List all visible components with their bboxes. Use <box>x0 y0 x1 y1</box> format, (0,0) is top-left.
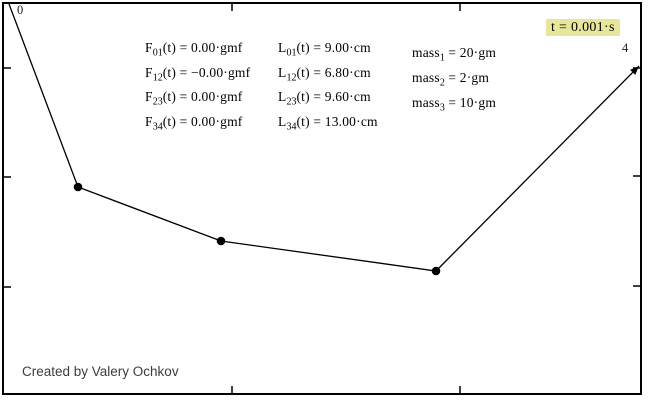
masses-column: mass1 = 20·gm mass2 = 2·gm mass3 = 10·gm <box>412 45 496 120</box>
equation-base: L <box>278 114 287 130</box>
equation-base: F <box>145 64 153 80</box>
length-equation-row[interactable]: L01(t) = 9.00·cm <box>278 40 378 65</box>
plot-node-label: 0 <box>17 3 23 17</box>
force-equation-row[interactable]: F01(t) = 0.00·gmf <box>145 40 250 65</box>
lengths-column: L01(t) = 9.00·cm L12(t) = 6.80·cm L23(t)… <box>278 40 378 139</box>
mass-point-marker <box>431 266 441 276</box>
equation-subscript: 23 <box>286 96 297 108</box>
length-equation-row[interactable]: L23(t) = 9.60·cm <box>278 89 378 114</box>
mass-definition-row[interactable]: mass3 = 10·gm <box>412 95 496 120</box>
credit-text-label: Created by Valery Ochkov <box>22 364 179 379</box>
equation-subscript: 01 <box>152 47 163 59</box>
equation-base: L <box>278 64 287 80</box>
time-readout-text: t = 0.001·s <box>551 20 615 35</box>
equation-subscript: 34 <box>152 121 163 133</box>
equation-base: L <box>278 40 287 55</box>
length-equation-row[interactable]: L12(t) = 6.80·cm <box>278 65 378 90</box>
equation-base: F <box>145 40 153 55</box>
chain-end-arrowhead <box>630 66 639 75</box>
equation-value: (t) = 0.00·gmf <box>162 40 243 55</box>
equation-base: F <box>145 114 153 130</box>
force-equation-row[interactable]: F23(t) = 0.00·gmf <box>145 89 250 114</box>
equation-value: (t) = 9.00·cm <box>296 40 371 55</box>
equation-value: (t) = 9.60·cm <box>296 89 371 105</box>
force-equation-row[interactable]: F34(t) = 0.00·gmf <box>145 114 250 139</box>
equation-base: mass <box>412 70 440 85</box>
plot-border <box>2 2 642 395</box>
equation-base: F <box>145 89 153 105</box>
equation-value: (t) = 6.80·cm <box>296 64 371 80</box>
equation-value: (t) = 13.00·cm <box>296 114 378 130</box>
plot-node-label: 4 <box>622 41 629 55</box>
credit-text[interactable]: Created by Valery Ochkov <box>22 364 179 379</box>
equation-subscript: 23 <box>152 96 163 108</box>
equation-base: mass <box>412 95 440 110</box>
equation-value: = 20·gm <box>444 45 497 60</box>
equation-subscript: 12 <box>286 72 297 84</box>
forces-column: F01(t) = 0.00·gmf F12(t) = −0.00·gmf F23… <box>145 40 250 139</box>
equation-value: (t) = 0.00·gmf <box>162 89 243 105</box>
equation-value: (t) = −0.00·gmf <box>162 64 251 80</box>
mass-definition-row[interactable]: mass1 = 20·gm <box>412 45 496 70</box>
equation-value: (t) = 0.00·gmf <box>162 114 243 130</box>
equation-subscript: 2 <box>439 77 445 89</box>
mass-point-marker <box>216 236 226 246</box>
mass-point-marker <box>73 182 83 192</box>
equation-value: = 2·gm <box>444 70 490 85</box>
equation-base: L <box>278 89 287 105</box>
equation-subscript: 3 <box>439 102 445 114</box>
equation-subscript: 12 <box>152 72 163 84</box>
equation-value: = 10·gm <box>444 95 497 110</box>
time-readout[interactable]: t = 0.001·s <box>546 19 620 36</box>
equation-subscript: 1 <box>439 52 445 64</box>
equation-subscript: 01 <box>286 47 297 59</box>
equation-subscript: 34 <box>286 121 297 133</box>
mass-definition-row[interactable]: mass2 = 2·gm <box>412 70 496 95</box>
length-equation-row[interactable]: L34(t) = 13.00·cm <box>278 114 378 139</box>
force-equation-row[interactable]: F12(t) = −0.00·gmf <box>145 65 250 90</box>
equation-base: mass <box>412 45 440 60</box>
